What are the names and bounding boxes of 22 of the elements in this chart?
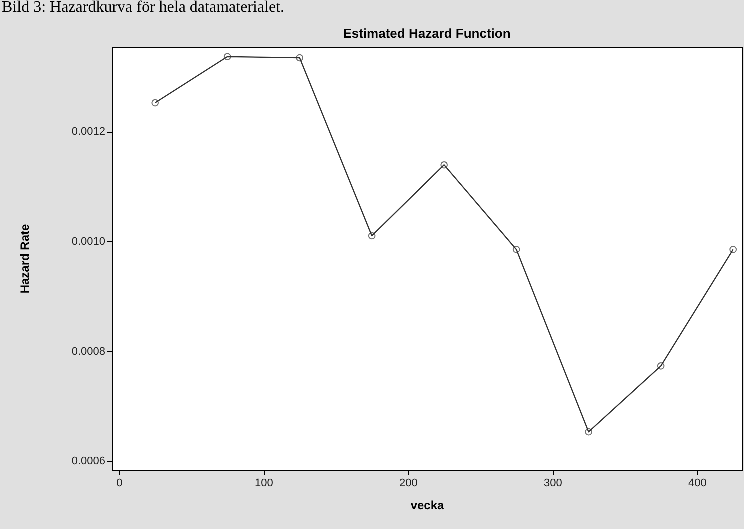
point <box>657 362 665 370</box>
x-axis-title: vecka <box>410 498 445 512</box>
x-tick-label: 100 <box>255 478 274 490</box>
y-axis-title: Hazard Rate <box>18 224 32 294</box>
x-tick-label: 400 <box>688 478 707 490</box>
x-tick-label: 300 <box>544 478 562 490</box>
y-tick-label: 0.0008 <box>72 346 106 358</box>
chart-title: Estimated Hazard Function <box>343 26 511 41</box>
point <box>296 54 304 62</box>
point <box>368 232 376 240</box>
point <box>152 99 160 107</box>
text: Bild 3: Hazardkurva för hela datamaterialet. <box>2 0 285 16</box>
point <box>585 428 592 436</box>
x-tick-label: 200 <box>400 478 418 490</box>
point <box>512 246 520 254</box>
y-tick-label: 0.0006 <box>72 456 106 468</box>
point <box>440 161 448 169</box>
point <box>224 53 232 61</box>
y-tick-label: 0.0012 <box>72 126 106 138</box>
x-tick-label: 0 <box>116 478 123 490</box>
point <box>730 246 737 254</box>
y-tick-label: 0.0010 <box>72 236 106 248</box>
